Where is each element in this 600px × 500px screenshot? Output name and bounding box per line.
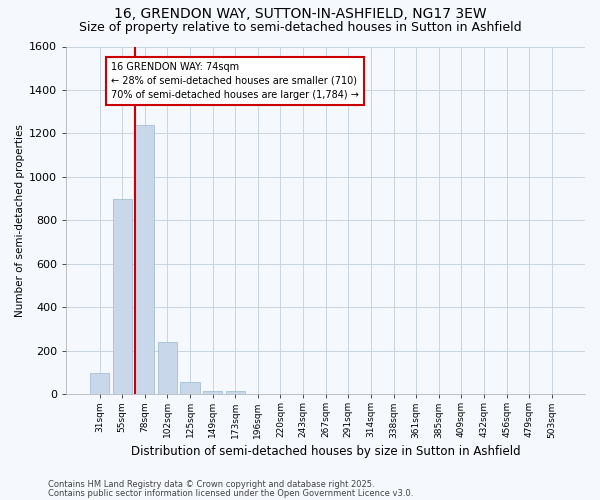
Text: 16, GRENDON WAY, SUTTON-IN-ASHFIELD, NG17 3EW: 16, GRENDON WAY, SUTTON-IN-ASHFIELD, NG1… (113, 8, 487, 22)
Bar (158, 342, 177, 394)
Text: Contains HM Land Registry data © Crown copyright and database right 2025.: Contains HM Land Registry data © Crown c… (48, 480, 374, 489)
X-axis label: Distribution of semi-detached houses by size in Sutton in Ashfield: Distribution of semi-detached houses by … (131, 444, 520, 458)
Bar (113, 198, 132, 394)
Text: Contains public sector information licensed under the Open Government Licence v3: Contains public sector information licen… (48, 489, 413, 498)
Text: 16 GRENDON WAY: 74sqm
← 28% of semi-detached houses are smaller (710)
70% of sem: 16 GRENDON WAY: 74sqm ← 28% of semi-deta… (111, 62, 359, 100)
Bar (181, 382, 200, 394)
Y-axis label: Number of semi-detached properties: Number of semi-detached properties (15, 124, 25, 317)
Bar (226, 391, 245, 394)
Bar (90, 372, 109, 394)
Bar (203, 391, 222, 394)
Text: Size of property relative to semi-detached houses in Sutton in Ashfield: Size of property relative to semi-detach… (79, 21, 521, 34)
Bar (135, 124, 154, 394)
